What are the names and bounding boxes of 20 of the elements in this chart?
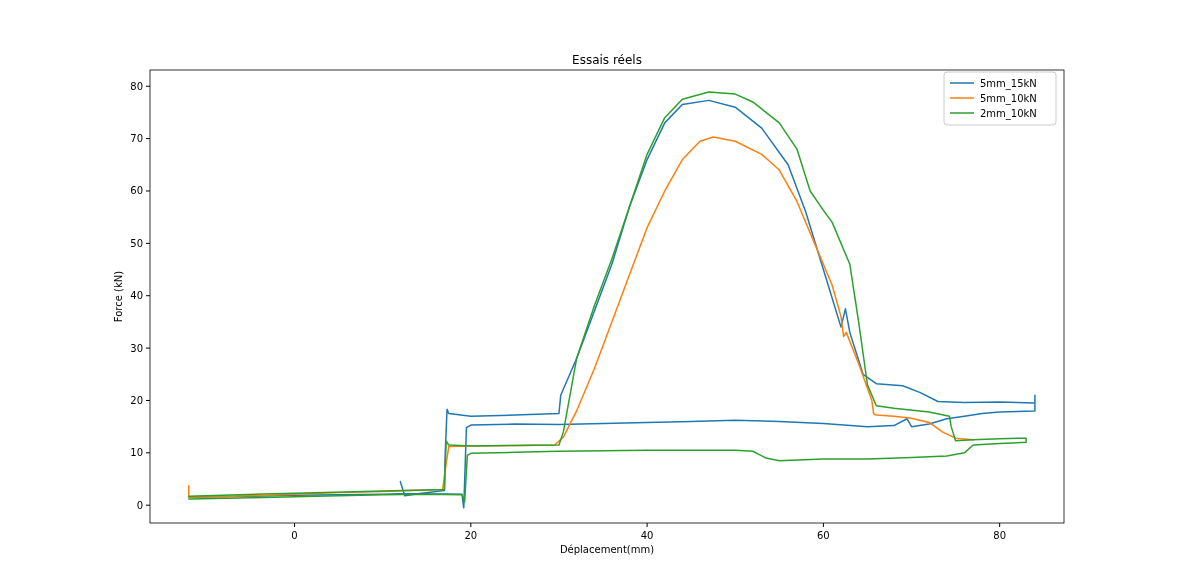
- x-axis-title: Déplacement(mm): [559, 544, 655, 555]
- y-tick-label: 20: [130, 394, 143, 406]
- y-tick-label: 10: [130, 447, 143, 459]
- y-tick-label: 60: [130, 185, 143, 197]
- y-tick-label: 0: [136, 499, 143, 511]
- y-tick-label: 40: [130, 290, 143, 302]
- x-tick-label: 20: [464, 530, 478, 541]
- legend-label: 5mm_10kN: [980, 92, 1037, 105]
- y-tick-label: 30: [130, 342, 143, 354]
- x-tick-label: 80: [993, 530, 1007, 541]
- y-axis-title: Force (kN): [113, 270, 124, 323]
- x-tick-label: 40: [640, 530, 654, 541]
- y-tick-label: 80: [130, 80, 143, 92]
- x-tick-label: 60: [817, 530, 830, 541]
- legend-label: 2mm_10kN: [980, 107, 1037, 120]
- x-tick-label: 0: [291, 530, 298, 541]
- y-tick-label: 50: [130, 237, 143, 249]
- legend-label: 5mm_15kN: [980, 77, 1037, 90]
- chart-title: Essais réels: [572, 53, 642, 67]
- y-tick-label: 70: [130, 133, 143, 145]
